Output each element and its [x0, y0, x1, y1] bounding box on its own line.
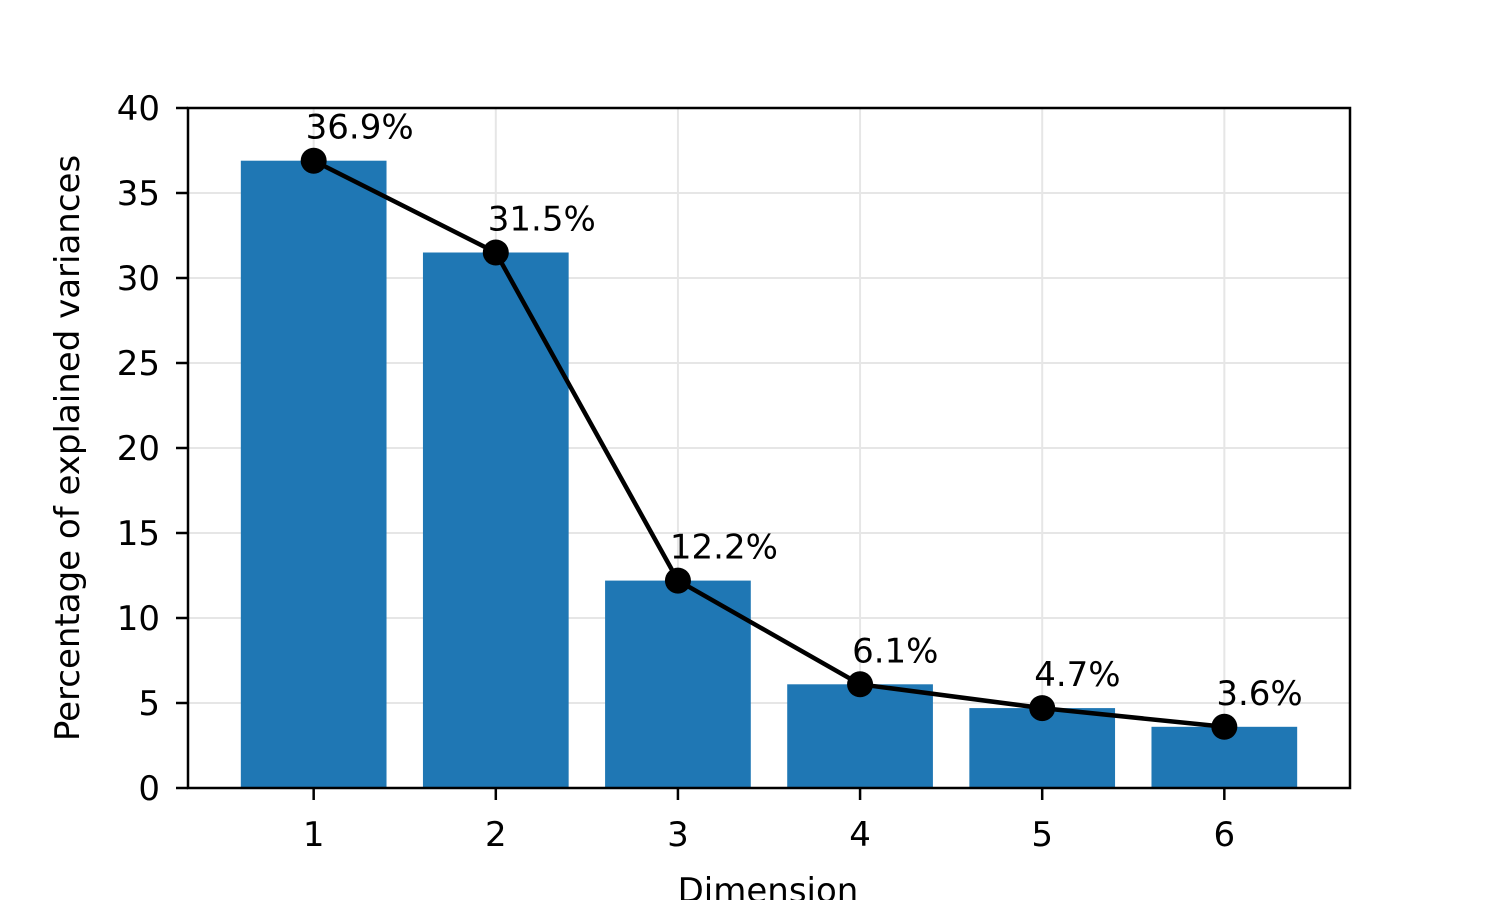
y-tick-label-2: 10	[117, 599, 160, 639]
bar-1	[240, 160, 387, 788]
points-layer	[300, 147, 1238, 740]
data-label-6: 3.6%	[1216, 674, 1302, 714]
line-point-5	[1029, 695, 1056, 722]
x-tick-label-1: 1	[303, 815, 325, 855]
y-tick-label-8: 40	[117, 89, 160, 129]
line-point-1	[300, 147, 327, 174]
bar-2	[422, 252, 569, 788]
x-axis-title: Dimension	[678, 871, 859, 900]
y-tick-label-3: 15	[117, 514, 160, 554]
data-label-5: 4.7%	[1034, 655, 1120, 695]
y-tick-label-6: 30	[117, 259, 160, 299]
bar-4	[787, 684, 933, 788]
y-axis-title: Percentage of explained variances	[48, 155, 88, 741]
bars-layer	[240, 160, 1298, 788]
y-tick-label-1: 5	[138, 684, 160, 724]
bar-3	[605, 580, 751, 788]
line-point-6	[1211, 713, 1238, 740]
data-labels-layer: 36.9% 31.5% 12.2% 6.1% 4.7% 3.6%	[306, 108, 1303, 714]
x-tick-label-6: 6	[1214, 815, 1236, 855]
ticks-layer: 0 5 10 15 20 25 30 35 40 1 2 3 4 5 6	[117, 89, 1235, 855]
line-point-2	[482, 239, 509, 266]
line-layer	[312, 158, 1225, 730]
data-label-2: 31.5%	[488, 200, 596, 240]
explained-variance-line	[312, 158, 1225, 730]
y-tick-label-0: 0	[138, 769, 160, 809]
data-label-1: 36.9%	[306, 108, 414, 148]
y-tick-label-7: 35	[117, 174, 160, 214]
y-tick-label-4: 20	[117, 429, 160, 469]
x-tick-label-5: 5	[1031, 815, 1053, 855]
line-point-4	[847, 671, 874, 698]
data-label-4: 6.1%	[852, 631, 938, 671]
bar-5	[969, 708, 1116, 788]
line-point-3	[664, 567, 691, 594]
y-tick-label-5: 25	[117, 344, 160, 384]
x-tick-label-4: 4	[849, 815, 871, 855]
data-label-3: 12.2%	[670, 528, 778, 568]
x-tick-label-2: 2	[485, 815, 507, 855]
x-tick-label-3: 3	[667, 815, 689, 855]
